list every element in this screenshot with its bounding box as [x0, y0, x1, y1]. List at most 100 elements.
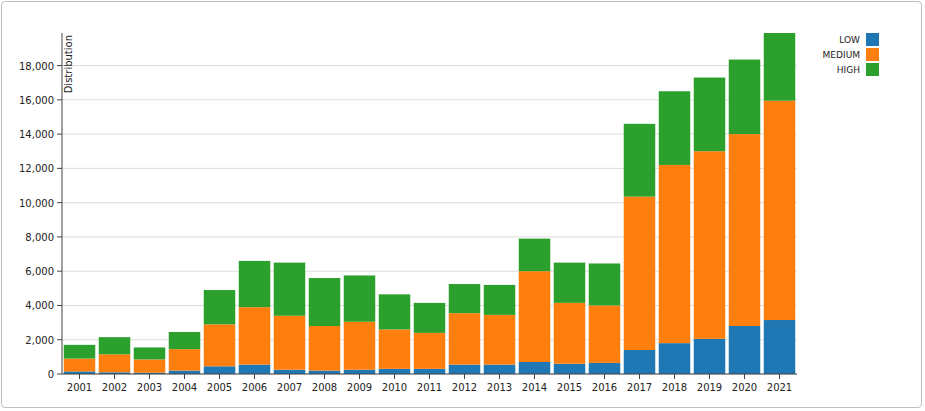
bar-segment [519, 271, 551, 362]
tick-label: 4,000 [25, 300, 54, 311]
bar-segment [344, 370, 376, 374]
bar-segment [729, 60, 761, 135]
tick-label: 2011 [417, 382, 442, 393]
legend-label: HIGH [837, 65, 860, 75]
grid-line [62, 65, 797, 66]
tick-label: 14,000 [19, 129, 54, 140]
bar-segment [204, 324, 236, 366]
tick-label: 8,000 [25, 232, 54, 243]
tick-mark [254, 374, 255, 379]
tick-mark [289, 374, 290, 379]
bar-segment [449, 284, 481, 313]
bar-segment [659, 165, 691, 343]
tick-mark [57, 374, 62, 375]
bar-segment [729, 326, 761, 374]
tick-label: 2018 [662, 382, 687, 393]
legend-swatch [866, 33, 879, 46]
bars [64, 33, 796, 374]
tick-mark [79, 374, 80, 379]
bar-segment [519, 239, 551, 272]
tick-label: 2005 [207, 382, 232, 393]
legend: LOW MEDIUM HIGH [823, 33, 879, 76]
bar-segment [344, 322, 376, 370]
bar-segment [99, 337, 131, 354]
bar-segment [239, 261, 271, 307]
bar-segment [589, 263, 621, 305]
bar-segment [64, 345, 96, 359]
bar-segment [484, 315, 516, 365]
tick-mark [57, 271, 62, 272]
tick-mark [499, 374, 500, 379]
bar-segment [134, 347, 166, 359]
bar-segment [694, 339, 726, 374]
tick-label: 2008 [312, 382, 337, 393]
legend-swatch [866, 48, 879, 61]
bar-segment [694, 78, 726, 152]
bar-segment [204, 366, 236, 374]
tick-label: 2021 [767, 382, 792, 393]
tick-label: 2012 [452, 382, 477, 393]
bar-segment [414, 303, 446, 333]
legend-label: MEDIUM [823, 50, 860, 60]
tick-mark [114, 374, 115, 379]
tick-mark [464, 374, 465, 379]
tick-label: 2002 [102, 382, 127, 393]
bar-segment [309, 371, 341, 374]
tick-label: 2009 [347, 382, 372, 393]
tick-mark [359, 374, 360, 379]
bar-segment [64, 359, 96, 372]
tick-mark [604, 374, 605, 379]
bar-segment [134, 359, 166, 372]
tick-label: 2013 [487, 382, 512, 393]
tick-label: 10,000 [19, 198, 54, 209]
bar-segment [449, 365, 481, 374]
tick-label: 2006 [242, 382, 267, 393]
tick-label: 2001 [67, 382, 92, 393]
bar-segment [309, 278, 341, 326]
x-axis: 2001200220032004200520062007200820092010… [62, 374, 797, 393]
bar-segment [519, 362, 551, 374]
tick-label: 0 [48, 369, 54, 380]
tick-label: 2020 [732, 382, 757, 393]
tick-label: 2016 [592, 382, 617, 393]
tick-mark [57, 134, 62, 135]
tick-mark [184, 374, 185, 379]
tick-label: 2017 [627, 382, 652, 393]
bar-segment [484, 365, 516, 374]
tick-label: 2,000 [25, 335, 54, 346]
tick-mark [219, 374, 220, 379]
tick-mark [57, 236, 62, 237]
x-axis-line [62, 374, 797, 375]
bar-segment [554, 364, 586, 374]
legend-label: LOW [839, 35, 860, 45]
tick-label: 2007 [277, 382, 302, 393]
bar-segment [624, 197, 656, 350]
bar-segment [414, 369, 446, 374]
tick-mark [534, 374, 535, 379]
bar-segment [274, 263, 306, 316]
bar-segment [379, 329, 411, 368]
tick-mark [709, 374, 710, 379]
bar-segment [764, 101, 796, 320]
bar-segment [624, 124, 656, 197]
y-axis: 02,0004,0006,0008,00010,00012,00014,0001… [19, 33, 797, 380]
bar-segment [554, 303, 586, 364]
tick-label: 18,000 [19, 61, 54, 72]
tick-mark [569, 374, 570, 379]
tick-mark [394, 374, 395, 379]
grid-line [62, 374, 797, 375]
tick-label: 2019 [697, 382, 722, 393]
bar-segment [589, 363, 621, 374]
chart: 02,0004,0006,0008,00010,00012,00014,0001… [0, 0, 925, 411]
bar-segment [659, 91, 691, 165]
tick-label: 16,000 [19, 95, 54, 106]
bar-segment [239, 365, 271, 374]
bar-segment [379, 369, 411, 374]
tick-mark [57, 202, 62, 203]
tick-mark [57, 168, 62, 169]
tick-label: 6,000 [25, 266, 54, 277]
bar-segment [659, 343, 691, 374]
bar-segment [729, 134, 761, 326]
tick-mark [744, 374, 745, 379]
bar-segment [169, 349, 201, 370]
